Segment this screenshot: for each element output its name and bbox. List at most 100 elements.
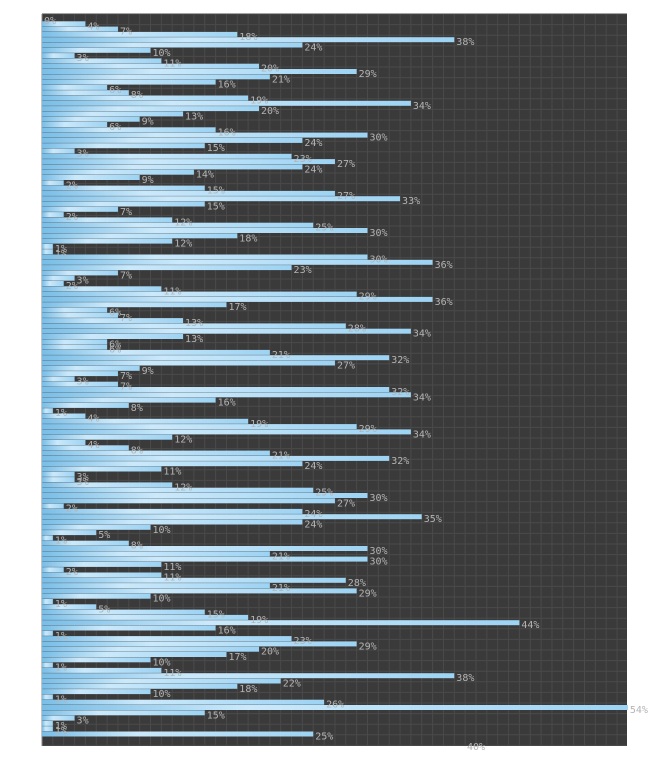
bar (42, 106, 259, 112)
bar-value-label: 4% (87, 414, 99, 425)
bar (42, 116, 140, 122)
bar (42, 318, 184, 324)
bar (42, 493, 368, 498)
bar-value-label: 34% (413, 101, 431, 112)
bar (42, 418, 249, 424)
bar (42, 614, 249, 620)
bar-value-label: 27% (337, 191, 355, 202)
bar-value-label: 3% (77, 472, 89, 483)
bar-value-label: 13% (185, 318, 203, 329)
bar (42, 710, 205, 716)
bar-value-label: 34% (413, 429, 431, 440)
bar-value-label: 22% (283, 679, 301, 690)
bar-value-label: 16% (218, 127, 236, 138)
bar (42, 137, 303, 143)
bar-value-label: 36% (435, 260, 453, 271)
bar-value-label: 20% (261, 647, 279, 658)
bar-value-label: 27% (337, 361, 355, 372)
bar-value-label: 17% (228, 652, 246, 663)
bar (42, 153, 292, 159)
bar (42, 63, 259, 69)
bar-value-label: 13% (185, 111, 203, 122)
bar (42, 100, 411, 106)
bar-value-label: 7% (120, 27, 132, 38)
bar-value-label: 1% (55, 599, 67, 610)
bar-value-label: 1% (55, 631, 67, 642)
bar (42, 450, 270, 456)
bar-value-label: 1% (55, 244, 67, 255)
bar-value-label: 23% (294, 154, 312, 165)
bar-value-label: 6% (109, 339, 121, 350)
bar (42, 307, 108, 313)
bar (42, 259, 433, 265)
bar-value-label: 10% (153, 525, 171, 536)
bar (42, 180, 64, 186)
bar-value-label: 2% (66, 281, 78, 292)
bar (42, 508, 303, 514)
bar-value-label: 10% (153, 657, 171, 668)
bar-value-label: 6% (109, 122, 121, 133)
bar (42, 196, 401, 202)
bar-value-label: 1% (55, 726, 67, 737)
bar-value-label: 8% (131, 403, 143, 414)
bar (42, 26, 118, 32)
bar-value-label: 3% (77, 477, 89, 488)
bar (42, 302, 227, 308)
bar-value-label: 11% (163, 58, 181, 69)
bar (42, 720, 53, 726)
bar (42, 254, 368, 260)
bar-value-label: 7% (120, 371, 132, 382)
bar-value-label: 11% (163, 573, 181, 584)
bar-value-label: 5% (98, 530, 110, 541)
bar (42, 630, 53, 636)
bar-value-label: 30% (370, 228, 388, 239)
bar-value-label: 38% (456, 673, 474, 684)
bar (42, 69, 357, 74)
bar (42, 445, 129, 451)
bar (42, 514, 422, 520)
bar-value-label: 25% (315, 488, 333, 499)
bar (42, 175, 140, 180)
bar-value-label: 11% (163, 467, 181, 478)
bar (42, 228, 368, 233)
bar-value-label: 32% (391, 355, 409, 366)
bar (42, 567, 64, 573)
bar-value-label: 16% (218, 626, 236, 637)
bar-value-label: 21% (272, 551, 290, 562)
bar-value-label: 16% (218, 80, 236, 91)
bar-value-label: 26% (326, 700, 344, 711)
bar-value-label: 36% (435, 297, 453, 308)
bar (42, 233, 238, 239)
bar-value-label: 2% (66, 180, 78, 191)
bar (42, 662, 53, 668)
bar-value-label: 27% (337, 159, 355, 170)
bar (42, 74, 270, 80)
bar-value-label: 18% (239, 233, 257, 244)
bar-value-label: 9% (142, 175, 154, 186)
bar (42, 466, 162, 472)
bar (42, 265, 292, 271)
bar-value-label: 1% (55, 721, 67, 732)
bar (42, 572, 162, 578)
bar (42, 334, 184, 339)
bar-value-label: 6% (109, 85, 121, 96)
bar (42, 127, 216, 133)
bar (42, 387, 390, 392)
bar (42, 53, 75, 59)
bar (42, 111, 184, 117)
bar (42, 270, 118, 276)
bar-value-label: 30% (370, 546, 388, 557)
bar (42, 667, 162, 673)
bar (42, 424, 357, 430)
bar (42, 281, 64, 286)
bar-value-label: 32% (391, 456, 409, 467)
bar (42, 365, 140, 371)
bar-value-label: 18% (239, 684, 257, 695)
bar-value-label: 1% (55, 408, 67, 419)
bar (42, 217, 173, 223)
bar (42, 530, 97, 536)
bar-value-label: 15% (207, 710, 225, 721)
bar (42, 434, 173, 440)
bar (42, 201, 205, 207)
bar-value-label: 15% (207, 143, 225, 154)
